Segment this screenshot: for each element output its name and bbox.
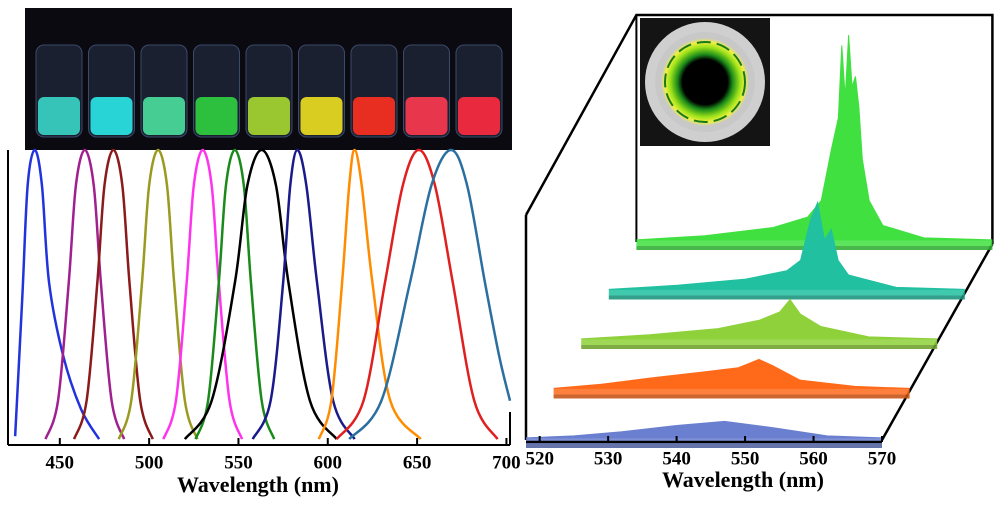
spectrum-area xyxy=(608,200,965,290)
vial-liquid xyxy=(248,97,290,135)
vial-liquid xyxy=(405,97,448,135)
vial-liquid xyxy=(300,97,343,135)
spectrum-line xyxy=(162,148,244,440)
spectrum-area xyxy=(525,420,883,439)
vial-liquid xyxy=(143,97,185,135)
inset-photo xyxy=(640,18,770,146)
vial-liquid xyxy=(38,97,80,135)
x-tick-label: 550 xyxy=(731,448,760,469)
x-tick-label: 530 xyxy=(594,448,623,469)
vial-liquid xyxy=(90,97,133,135)
x-tick-label: 550 xyxy=(224,452,253,473)
x-tick-label: 500 xyxy=(135,452,164,473)
x-axis-title: Wavelength (nm) xyxy=(177,472,339,497)
spectrum-line xyxy=(13,148,101,440)
layer-base xyxy=(553,388,910,399)
layer-base-shade xyxy=(553,394,910,399)
spectrum-area xyxy=(636,34,993,241)
spectrum-line xyxy=(348,148,512,440)
spectrum-area xyxy=(553,358,910,389)
frame xyxy=(524,13,994,244)
x-tick-label: 570 xyxy=(868,448,897,469)
spectrum-line xyxy=(251,148,356,440)
vial-liquid xyxy=(458,97,500,135)
spectrum-line xyxy=(44,148,126,440)
layer-base-shade xyxy=(608,295,965,300)
spectrum-line xyxy=(335,148,499,440)
spectrum-line xyxy=(317,148,422,440)
spectrum-line xyxy=(183,148,338,440)
x-tick-label: 650 xyxy=(403,452,432,473)
x-tick-label: 600 xyxy=(314,452,343,473)
layer-base xyxy=(608,289,965,300)
vial-liquid xyxy=(353,97,395,135)
x-axis-title: Wavelength (nm) xyxy=(662,467,824,492)
x-tick-label: 540 xyxy=(662,448,691,469)
layer-base-shade xyxy=(581,345,938,349)
layer-base xyxy=(581,339,938,349)
x-tick-label: 450 xyxy=(46,452,75,473)
x-tick-label: 560 xyxy=(799,448,828,469)
x-tick-label: 700 xyxy=(492,452,521,473)
layer-base-shade xyxy=(526,444,882,448)
spectrum-line xyxy=(194,148,276,440)
vial-liquid xyxy=(195,97,238,135)
spectrum-area xyxy=(581,298,938,340)
x-tick-label: 520 xyxy=(525,448,554,469)
vial-photo xyxy=(25,8,512,150)
